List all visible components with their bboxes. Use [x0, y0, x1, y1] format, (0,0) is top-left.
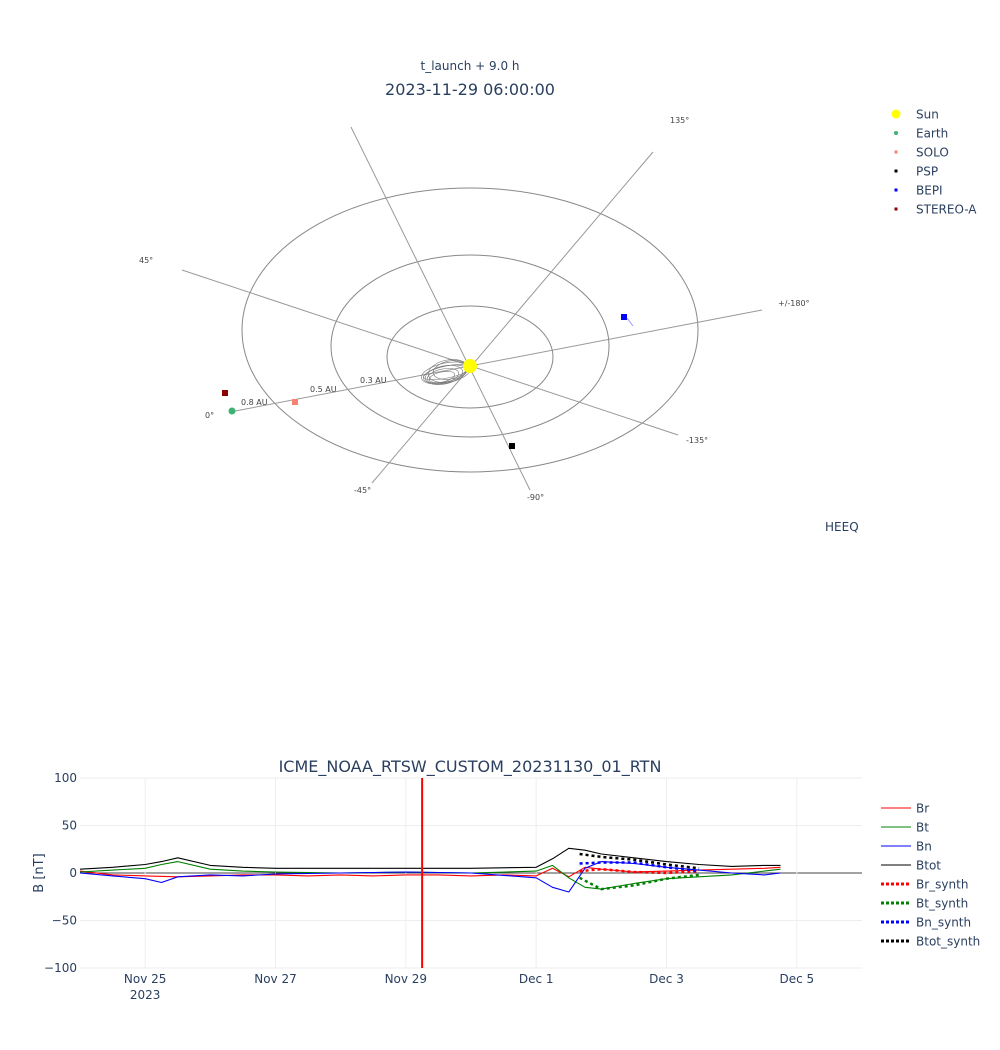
legend-item-bt-synth[interactable]: Bt_synth [881, 897, 968, 911]
angle-label-180: +/-180° [778, 299, 810, 308]
stereo-a-marker [222, 390, 228, 396]
legend-item-bn[interactable]: Bn [881, 840, 932, 854]
y-tick-label: 100 [54, 771, 77, 785]
legend-marker [894, 150, 898, 154]
solo-marker [292, 399, 298, 405]
polar-legend: Sun Earth SOLO PSP BEPI STEREO-A [891, 108, 978, 217]
legend-item-psp[interactable]: PSP [894, 165, 939, 179]
legend-label: Bn [916, 840, 932, 854]
axis-0-180 [229, 309, 763, 413]
timeseries-panel: ICME_NOAA_RTSW_CUSTOM_20231130_01_RTN 10… [32, 757, 980, 1002]
polar-radial-rings [241, 187, 699, 473]
x-tick-label: Nov 25 [124, 972, 167, 986]
legend-item-br-synth[interactable]: Br_synth [881, 878, 968, 892]
earth-marker [228, 407, 236, 415]
x-tick-label: Nov 27 [254, 972, 297, 986]
x-tick-label: Dec 1 [519, 972, 554, 986]
legend-label: STEREO-A [916, 203, 977, 217]
series-bt [79, 861, 781, 890]
legend-item-sun[interactable]: Sun [891, 108, 939, 122]
series-bn-synth [579, 861, 700, 873]
x-tick-label: Dec 5 [779, 972, 814, 986]
y-axis-label: B [nT] [32, 853, 47, 892]
legend-marker [891, 109, 901, 119]
y-tick-label: −50 [52, 914, 77, 928]
radial-label-05: 0.5 AU [310, 385, 337, 394]
legend-label: SOLO [916, 146, 949, 160]
axis-90-neg90 [350, 126, 531, 491]
x-tick-sublabel: 2023 [130, 988, 161, 1002]
x-tick-label: Nov 29 [385, 972, 428, 986]
y-tick-label: 50 [62, 819, 77, 833]
legend-marker [894, 131, 898, 135]
angle-label-45: 45° [139, 256, 153, 265]
polar-subtitle: t_launch + 9.0 h [421, 59, 520, 73]
legend-marker [894, 207, 898, 211]
legend-label: Br [916, 802, 929, 816]
legend-label: Bt [916, 821, 929, 835]
angle-label-0: 0° [205, 411, 214, 420]
legend-label: PSP [916, 165, 938, 179]
angle-label-neg90: -90° [527, 493, 544, 502]
legend-item-br[interactable]: Br [881, 802, 929, 816]
chart-title: ICME_NOAA_RTSW_CUSTOM_20231130_01_RTN [279, 757, 662, 777]
timeseries-legend: Br Bt Bn Btot Br_synth Bt_synth Bn_synth Btot_s… [881, 802, 980, 949]
sun-marker [463, 359, 477, 373]
series-btot [79, 847, 781, 870]
polar-radial-labels: 0.3 AU 0.5 AU 0.8 AU [241, 376, 387, 407]
y-axis: 100 50 0 −50 −100 [44, 771, 77, 975]
legend-marker [894, 169, 898, 173]
series-lines [79, 847, 781, 893]
legend-marker [894, 188, 898, 192]
legend-item-earth[interactable]: Earth [894, 127, 948, 141]
ring-inner [386, 305, 554, 409]
legend-label: Sun [916, 108, 939, 122]
series-br-synth [579, 867, 700, 875]
y-tick-label: −100 [44, 961, 77, 975]
psp-marker [509, 443, 515, 449]
polar-panel: t_launch + 9.0 h 2023-11-29 06:00:00 0° … [139, 59, 977, 534]
legend-label: Bt_synth [916, 897, 968, 911]
radial-label-08: 0.8 AU [241, 398, 268, 407]
legend-label: Btot [916, 859, 941, 873]
radial-label-03: 0.3 AU [360, 376, 387, 385]
bepi-marker [621, 314, 627, 320]
legend-item-stereo-a[interactable]: STEREO-A [894, 203, 978, 217]
polar-bodies [222, 314, 634, 449]
legend-item-bn-synth[interactable]: Bn_synth [881, 916, 971, 930]
polar-angle-labels: 0° 45° 135° +/-180° -135° -90° -45° [139, 116, 810, 502]
legend-label: Bn_synth [916, 916, 971, 930]
x-axis: Nov 25 2023 Nov 27 Nov 29 Dec 1 Dec 3 Dec 5 [124, 972, 814, 1002]
frame-label: HEEQ [825, 520, 859, 534]
polar-angular-axes [181, 126, 763, 491]
legend-label: Earth [916, 127, 948, 141]
polar-title: 2023-11-29 06:00:00 [385, 80, 555, 99]
legend-item-solo[interactable]: SOLO [894, 146, 949, 160]
ring-outer [241, 187, 699, 473]
legend-label: BEPI [916, 184, 943, 198]
series-br [79, 866, 781, 878]
legend-item-bepi[interactable]: BEPI [894, 184, 943, 198]
legend-item-btot-synth[interactable]: Btot_synth [881, 935, 980, 949]
angle-label-135: 135° [670, 116, 689, 125]
series-btot-synth [579, 852, 700, 870]
x-tick-label: Dec 3 [649, 972, 684, 986]
cme-flux-rope [421, 359, 471, 385]
legend-label: Btot_synth [916, 935, 980, 949]
legend-label: Br_synth [916, 878, 968, 892]
legend-item-btot[interactable]: Btot [881, 859, 941, 873]
angle-label-neg135: -135° [686, 436, 708, 445]
axis-45-neg135 [181, 269, 679, 436]
bepi-trail [626, 317, 634, 327]
axis-135-neg45 [371, 151, 654, 484]
legend-item-bt[interactable]: Bt [881, 821, 929, 835]
ring-middle [330, 254, 610, 438]
angle-label-neg45: -45° [354, 486, 371, 495]
y-tick-label: 0 [69, 866, 77, 880]
